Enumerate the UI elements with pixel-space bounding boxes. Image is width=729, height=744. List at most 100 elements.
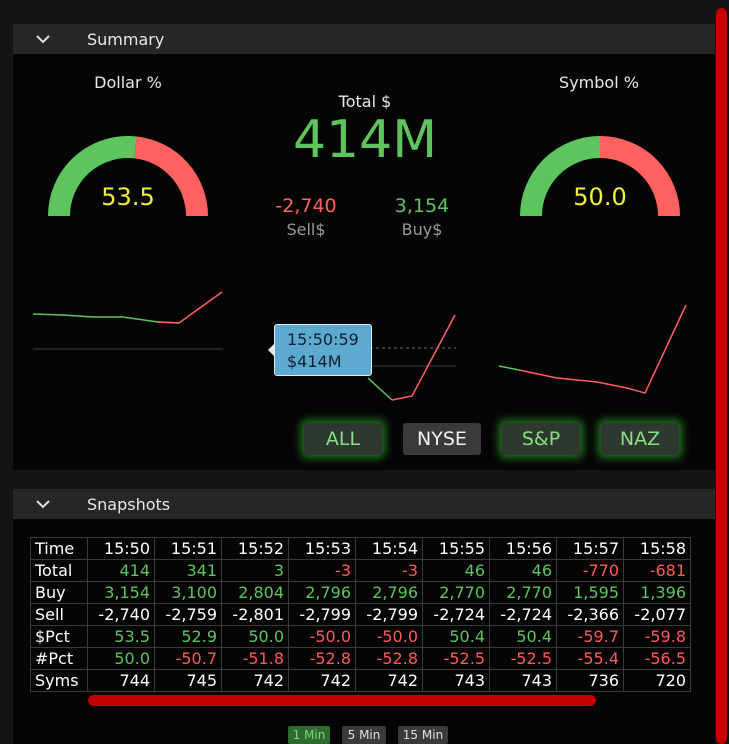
row-label: #Pct: [30, 647, 88, 670]
total-value: 414M: [292, 110, 438, 170]
table-cell: 2,770: [489, 581, 557, 604]
chevron-down-icon[interactable]: [35, 496, 51, 512]
row-label: Time: [30, 537, 88, 560]
table-cell: 50.4: [422, 625, 490, 648]
table-row: #Pct 50.0 -50.7 -51.8 -52.8 -52.8 -52.5 -52.5 -5…: [30, 647, 691, 670]
table-cell: 3,100: [154, 581, 222, 604]
table-cell: 1,595: [556, 581, 624, 604]
snapshots-table: Time 15:50 15:51 15:52 15:53 15:54 15:55 15:56 1…: [30, 537, 691, 692]
table-cell: -55.4: [556, 647, 624, 670]
table-cell: 1,396: [623, 581, 691, 604]
snapshots-header[interactable]: Snapshots: [13, 489, 715, 519]
table-cell: -51.8: [221, 647, 289, 670]
filter-sp-button[interactable]: S&P: [502, 423, 580, 455]
filter-naz-button[interactable]: NAZ: [601, 423, 679, 455]
horizontal-scrollbar[interactable]: [88, 695, 596, 706]
table-row: $Pct 53.5 52.9 50.0 -50.0 -50.0 50.4 50.4 -59.7-…: [30, 625, 691, 648]
table-cell: 2,796: [288, 581, 356, 604]
table-cell: -2,801: [221, 603, 289, 626]
table-cell: 50.0: [221, 625, 289, 648]
time-cell: 15:51: [154, 537, 222, 560]
interval-1min-button[interactable]: 1 Min: [288, 726, 330, 744]
table-cell: -59.7: [556, 625, 624, 648]
symbol-pct-value: 50.0: [573, 183, 627, 211]
table-cell: 414: [87, 559, 155, 582]
table-cell: 2,796: [355, 581, 423, 604]
row-label: Sell: [30, 603, 88, 626]
table-cell: -2,077: [623, 603, 691, 626]
table-cell: -2,724: [489, 603, 557, 626]
table-cell: -681: [623, 559, 691, 582]
table-cell: 3,154: [87, 581, 155, 604]
table-cell: 743: [489, 669, 557, 692]
table-cell: -52.5: [489, 647, 557, 670]
time-cell: 15:53: [288, 537, 356, 560]
table-cell: -2,724: [422, 603, 490, 626]
table-cell: 46: [422, 559, 490, 582]
sell-label: Sell$: [286, 220, 326, 239]
table-cell: 742: [221, 669, 289, 692]
chevron-down-icon[interactable]: [35, 31, 51, 47]
filter-nyse-button[interactable]: NYSE: [403, 423, 481, 455]
chart-tooltip: 15:50:59 $414M: [268, 324, 372, 376]
table-cell: -2,799: [288, 603, 356, 626]
row-label: Total: [30, 559, 88, 582]
time-cell: 15:52: [221, 537, 289, 560]
table-cell: 745: [154, 669, 222, 692]
total-sparkline[interactable]: [340, 310, 460, 405]
table-cell: -2,740: [87, 603, 155, 626]
table-cell: -50.0: [288, 625, 356, 648]
table-cell: -2,799: [355, 603, 423, 626]
symbol-pct-label: Symbol %: [559, 73, 639, 92]
symbol-pct-sparkline: [498, 304, 687, 394]
table-cell: -59.8: [623, 625, 691, 648]
tooltip-value: $414M: [287, 352, 342, 371]
summary-header[interactable]: Summary: [13, 24, 715, 54]
table-cell: -50.7: [154, 647, 222, 670]
time-cell: 15:56: [489, 537, 557, 560]
table-cell: -3: [355, 559, 423, 582]
table-cell: 50.4: [489, 625, 557, 648]
table-cell: 743: [422, 669, 490, 692]
sell-value: -2,740: [275, 195, 337, 217]
table-cell: 742: [288, 669, 356, 692]
table-cell: 53.5: [87, 625, 155, 648]
time-cell: 15:58: [623, 537, 691, 560]
table-cell: -52.8: [288, 647, 356, 670]
interval-15min-button[interactable]: 15 Min: [398, 726, 448, 744]
table-cell: 736: [556, 669, 624, 692]
table-cell: 2,804: [221, 581, 289, 604]
table-row: Syms 744 745 742 742 742 743 743 736 720: [30, 669, 691, 692]
table-cell: -2,759: [154, 603, 222, 626]
filter-all-button[interactable]: ALL: [304, 423, 382, 455]
table-cell: 3: [221, 559, 289, 582]
table-cell: -56.5: [623, 647, 691, 670]
table-cell: 2,770: [422, 581, 490, 604]
table-cell: -52.5: [422, 647, 490, 670]
total-label: Total $: [338, 92, 392, 111]
summary-title: Summary: [87, 29, 165, 49]
dollar-pct-label: Dollar %: [94, 73, 162, 92]
symbol-pct-gauge: [520, 136, 680, 217]
dollar-pct-value: 53.5: [101, 183, 155, 211]
table-row: Total 414 341 3 -3 -3 46 46 -770 -681: [30, 559, 691, 582]
table-cell: 46: [489, 559, 557, 582]
table-cell: -3: [288, 559, 356, 582]
table-cell: -52.8: [355, 647, 423, 670]
row-label: Buy: [30, 581, 88, 604]
top-strip: [0, 0, 715, 22]
interval-5min-button[interactable]: 5 Min: [342, 726, 386, 744]
tooltip-time: 15:50:59: [287, 330, 359, 349]
table-cell: -2,366: [556, 603, 624, 626]
table-header-row: Time 15:50 15:51 15:52 15:53 15:54 15:55 15:56 1…: [30, 537, 691, 560]
table-row: Sell -2,740 -2,759 -2,801 -2,799 -2,799 -2,724…: [30, 603, 691, 626]
time-cell: 15:50: [87, 537, 155, 560]
dollar-pct-sparkline: [33, 291, 223, 350]
buy-value: 3,154: [394, 195, 450, 217]
time-cell: 15:57: [556, 537, 624, 560]
row-label: Syms: [30, 669, 88, 692]
time-cell: 15:55: [422, 537, 490, 560]
table-cell: 50.0: [87, 647, 155, 670]
table-cell: -770: [556, 559, 624, 582]
vertical-scrollbar[interactable]: [716, 8, 727, 744]
